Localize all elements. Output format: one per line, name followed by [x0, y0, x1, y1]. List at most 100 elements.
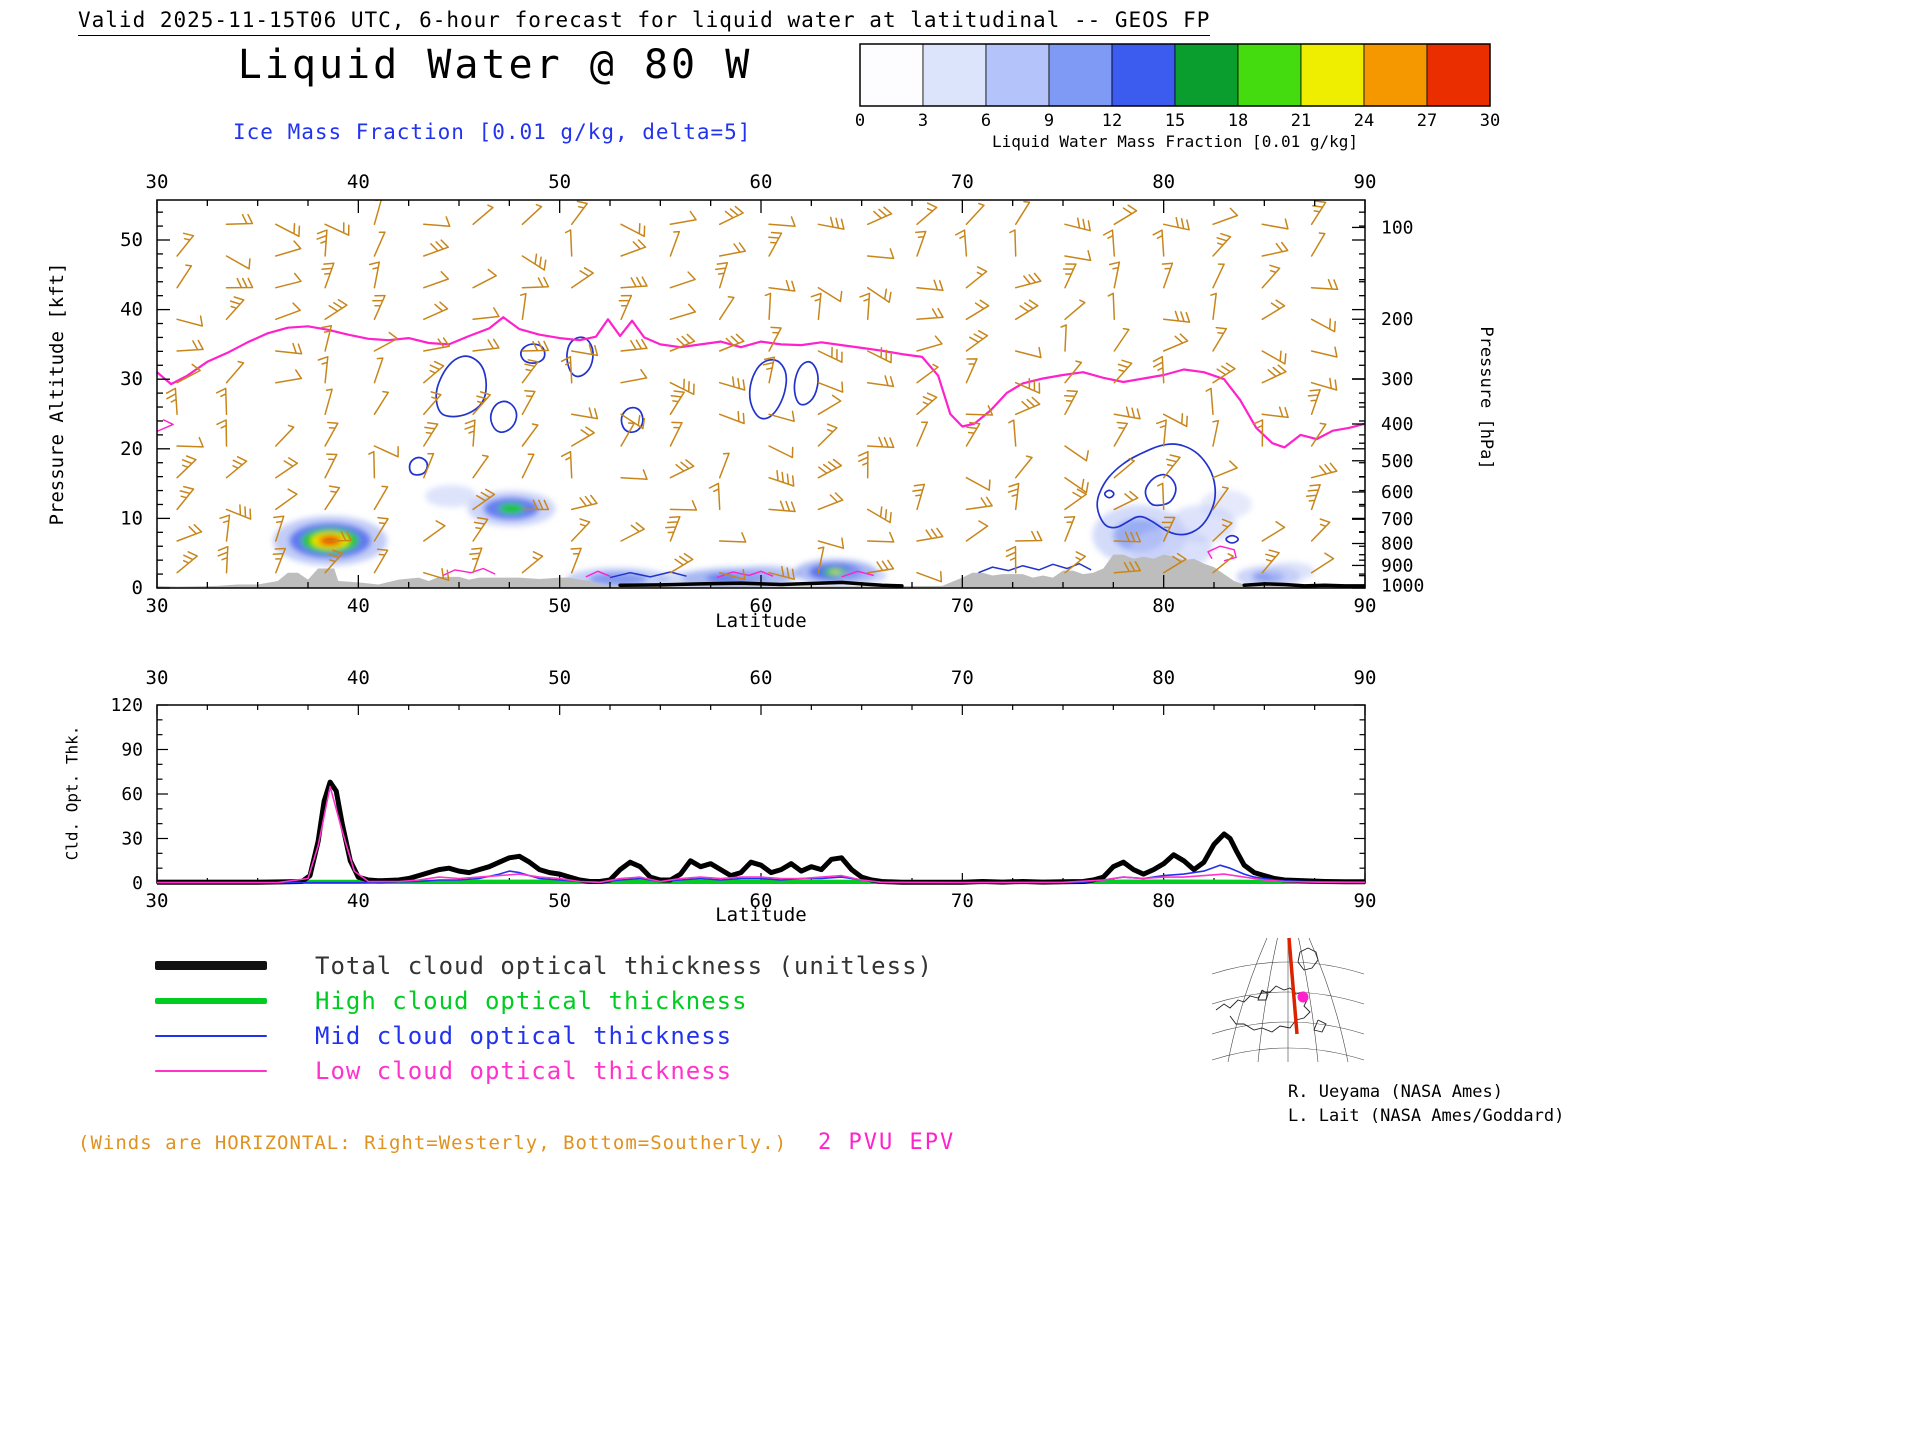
wind-barb	[620, 522, 645, 542]
wind-barb	[1064, 217, 1091, 232]
wind-barb	[1210, 292, 1217, 321]
wind-barb	[273, 515, 285, 542]
wind-barb	[368, 261, 381, 289]
total-line-swatch	[155, 961, 267, 970]
wind-barb	[219, 514, 231, 542]
wind-barb	[1261, 364, 1287, 384]
colorbar-tick-label: 24	[1354, 111, 1374, 131]
wind-barb	[916, 279, 944, 292]
wind-barb	[718, 205, 744, 226]
wind-barb	[866, 346, 893, 364]
y-tick-label-thk: 30	[121, 829, 143, 850]
ice-mass-contour	[620, 406, 644, 434]
wind-barb	[225, 277, 254, 289]
x-tick-label-lower: 70	[951, 890, 974, 912]
wind-barb	[915, 230, 927, 257]
wind-barb	[1014, 272, 1042, 289]
wind-barb	[1261, 549, 1280, 574]
y-axis-label-right: Pressure [hPa]	[1476, 326, 1496, 470]
wind-barb	[423, 239, 449, 257]
wind-barb	[472, 268, 497, 289]
wind-barb	[225, 213, 254, 226]
wind-barb	[317, 356, 329, 384]
wind-barb	[768, 231, 783, 257]
winds-note: (Winds are HORIZONTAL: Right=Westerly, B…	[78, 1132, 788, 1154]
colorbar-segment	[1300, 43, 1365, 107]
wind-barb	[1064, 250, 1092, 262]
mid-line-swatch	[155, 1034, 267, 1037]
surface-cloud-line	[618, 580, 904, 588]
wind-barb	[669, 552, 694, 574]
colorbar-tick-label: 12	[1102, 111, 1122, 131]
wind-barb	[373, 516, 389, 542]
y-tick-label-thk: 90	[121, 740, 143, 761]
liquid-water-blob	[733, 565, 801, 585]
wind-barb	[669, 500, 698, 511]
ice-mass-contour	[566, 336, 594, 378]
pressure-tick-label: 800	[1381, 534, 1414, 555]
wind-barb	[275, 369, 303, 384]
wind-barb	[1310, 346, 1338, 358]
wind-barb	[176, 524, 203, 542]
wind-barb	[373, 485, 389, 511]
wind-barb	[1212, 326, 1228, 352]
ice-mass-contour	[1096, 443, 1217, 536]
wind-barb	[570, 344, 599, 357]
wind-barb	[965, 421, 981, 447]
ice-mass-fraction-subtitle: Ice Mass Fraction [0.01 g/kg, delta=5]	[233, 120, 752, 144]
wind-barb	[176, 363, 201, 384]
wind-barb	[817, 216, 845, 230]
x-axis-label-lower: Latitude	[715, 904, 807, 926]
low-cloud-contour	[1207, 545, 1237, 562]
wind-barb	[866, 531, 895, 543]
wind-barb	[564, 229, 573, 257]
wind-barb	[423, 391, 442, 416]
liquid-water-blob	[1266, 561, 1315, 581]
wind-barb	[669, 230, 681, 257]
colorbar-segment	[1048, 43, 1113, 107]
wind-barb	[521, 551, 544, 574]
wind-barb	[858, 450, 869, 479]
colorbar-label: Liquid Water Mass Fraction [0.01 g/kg]	[991, 132, 1359, 151]
pressure-tick-label: 500	[1381, 451, 1414, 472]
wind-barb	[570, 518, 591, 542]
wind-barb	[521, 253, 547, 271]
wind-barb	[373, 357, 384, 384]
wind-barb	[620, 239, 647, 257]
wind-barb	[768, 470, 795, 487]
wind-barb	[1014, 346, 1042, 359]
wind-barb	[472, 391, 491, 416]
wind-barb	[472, 517, 489, 542]
wind-barb	[817, 346, 843, 363]
x-tick-label-top: 30	[146, 171, 169, 193]
wind-barb	[225, 296, 245, 321]
wind-barb	[225, 255, 251, 270]
liquid-water-blob	[589, 572, 648, 586]
wind-barb	[768, 326, 782, 352]
wind-barb	[669, 271, 696, 289]
ice-mass-contour	[1103, 489, 1115, 499]
wind-barb	[1261, 299, 1286, 321]
wind-barb	[373, 390, 390, 416]
wind-barb	[373, 548, 389, 574]
colorbar-tick-label: 27	[1417, 111, 1437, 131]
wind-barb	[570, 200, 588, 226]
legend-label-total: Total cloud optical thickness (unitless)	[315, 951, 933, 980]
x-tick-label-main: 50	[548, 595, 571, 617]
wind-barb	[718, 242, 747, 257]
x-tick-label-lower-top: 70	[951, 667, 974, 689]
legend-label-mid: Mid cloud optical thickness	[315, 1021, 733, 1050]
series-high	[157, 879, 1365, 885]
wind-barb	[1113, 457, 1135, 479]
x-tick-label-lower-top: 30	[146, 667, 169, 689]
wind-barb	[1162, 310, 1191, 323]
y-tick-label-kft: 10	[120, 507, 143, 529]
wind-barb	[176, 339, 204, 352]
wind-barb	[768, 216, 796, 227]
wind-barb	[1014, 530, 1043, 542]
wind-barb	[521, 390, 536, 416]
main-axes	[156, 199, 1366, 589]
y-tick-label-kft: 30	[120, 368, 143, 390]
wind-barb	[916, 363, 939, 384]
